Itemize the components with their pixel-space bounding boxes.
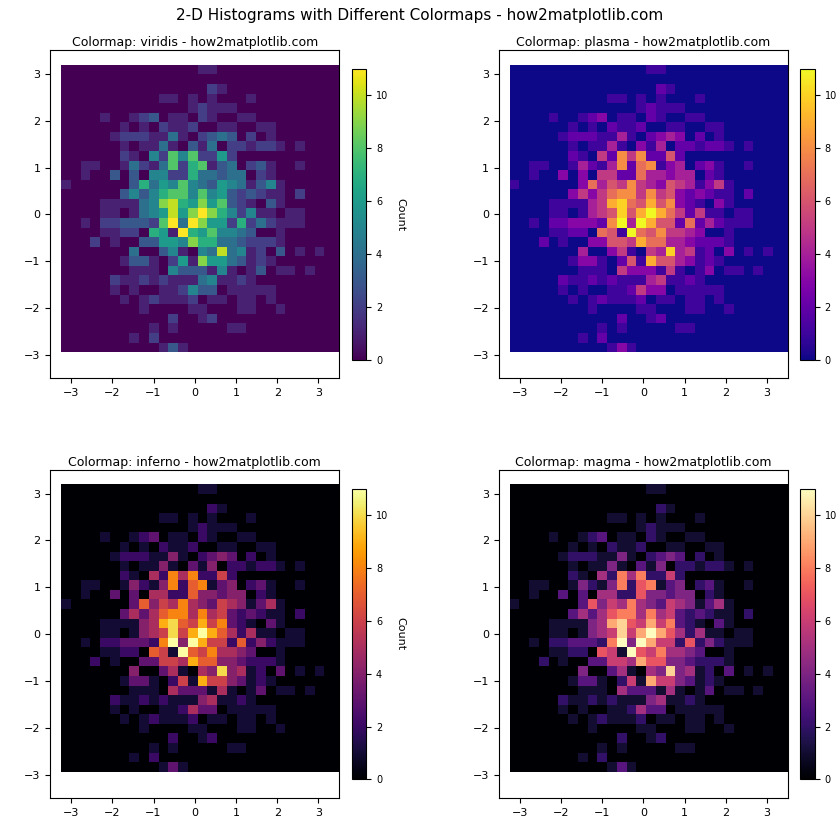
Title: Colormap: inferno - how2matplotlib.com: Colormap: inferno - how2matplotlib.com (68, 456, 321, 469)
Y-axis label: Count: Count (395, 197, 405, 231)
Y-axis label: Count: Count (395, 617, 405, 651)
Text: 2-D Histograms with Different Colormaps - how2matplotlib.com: 2-D Histograms with Different Colormaps … (176, 8, 664, 24)
Title: Colormap: plasma - how2matplotlib.com: Colormap: plasma - how2matplotlib.com (516, 36, 770, 50)
Title: Colormap: magma - how2matplotlib.com: Colormap: magma - how2matplotlib.com (515, 456, 771, 469)
Title: Colormap: viridis - how2matplotlib.com: Colormap: viridis - how2matplotlib.com (71, 36, 318, 50)
